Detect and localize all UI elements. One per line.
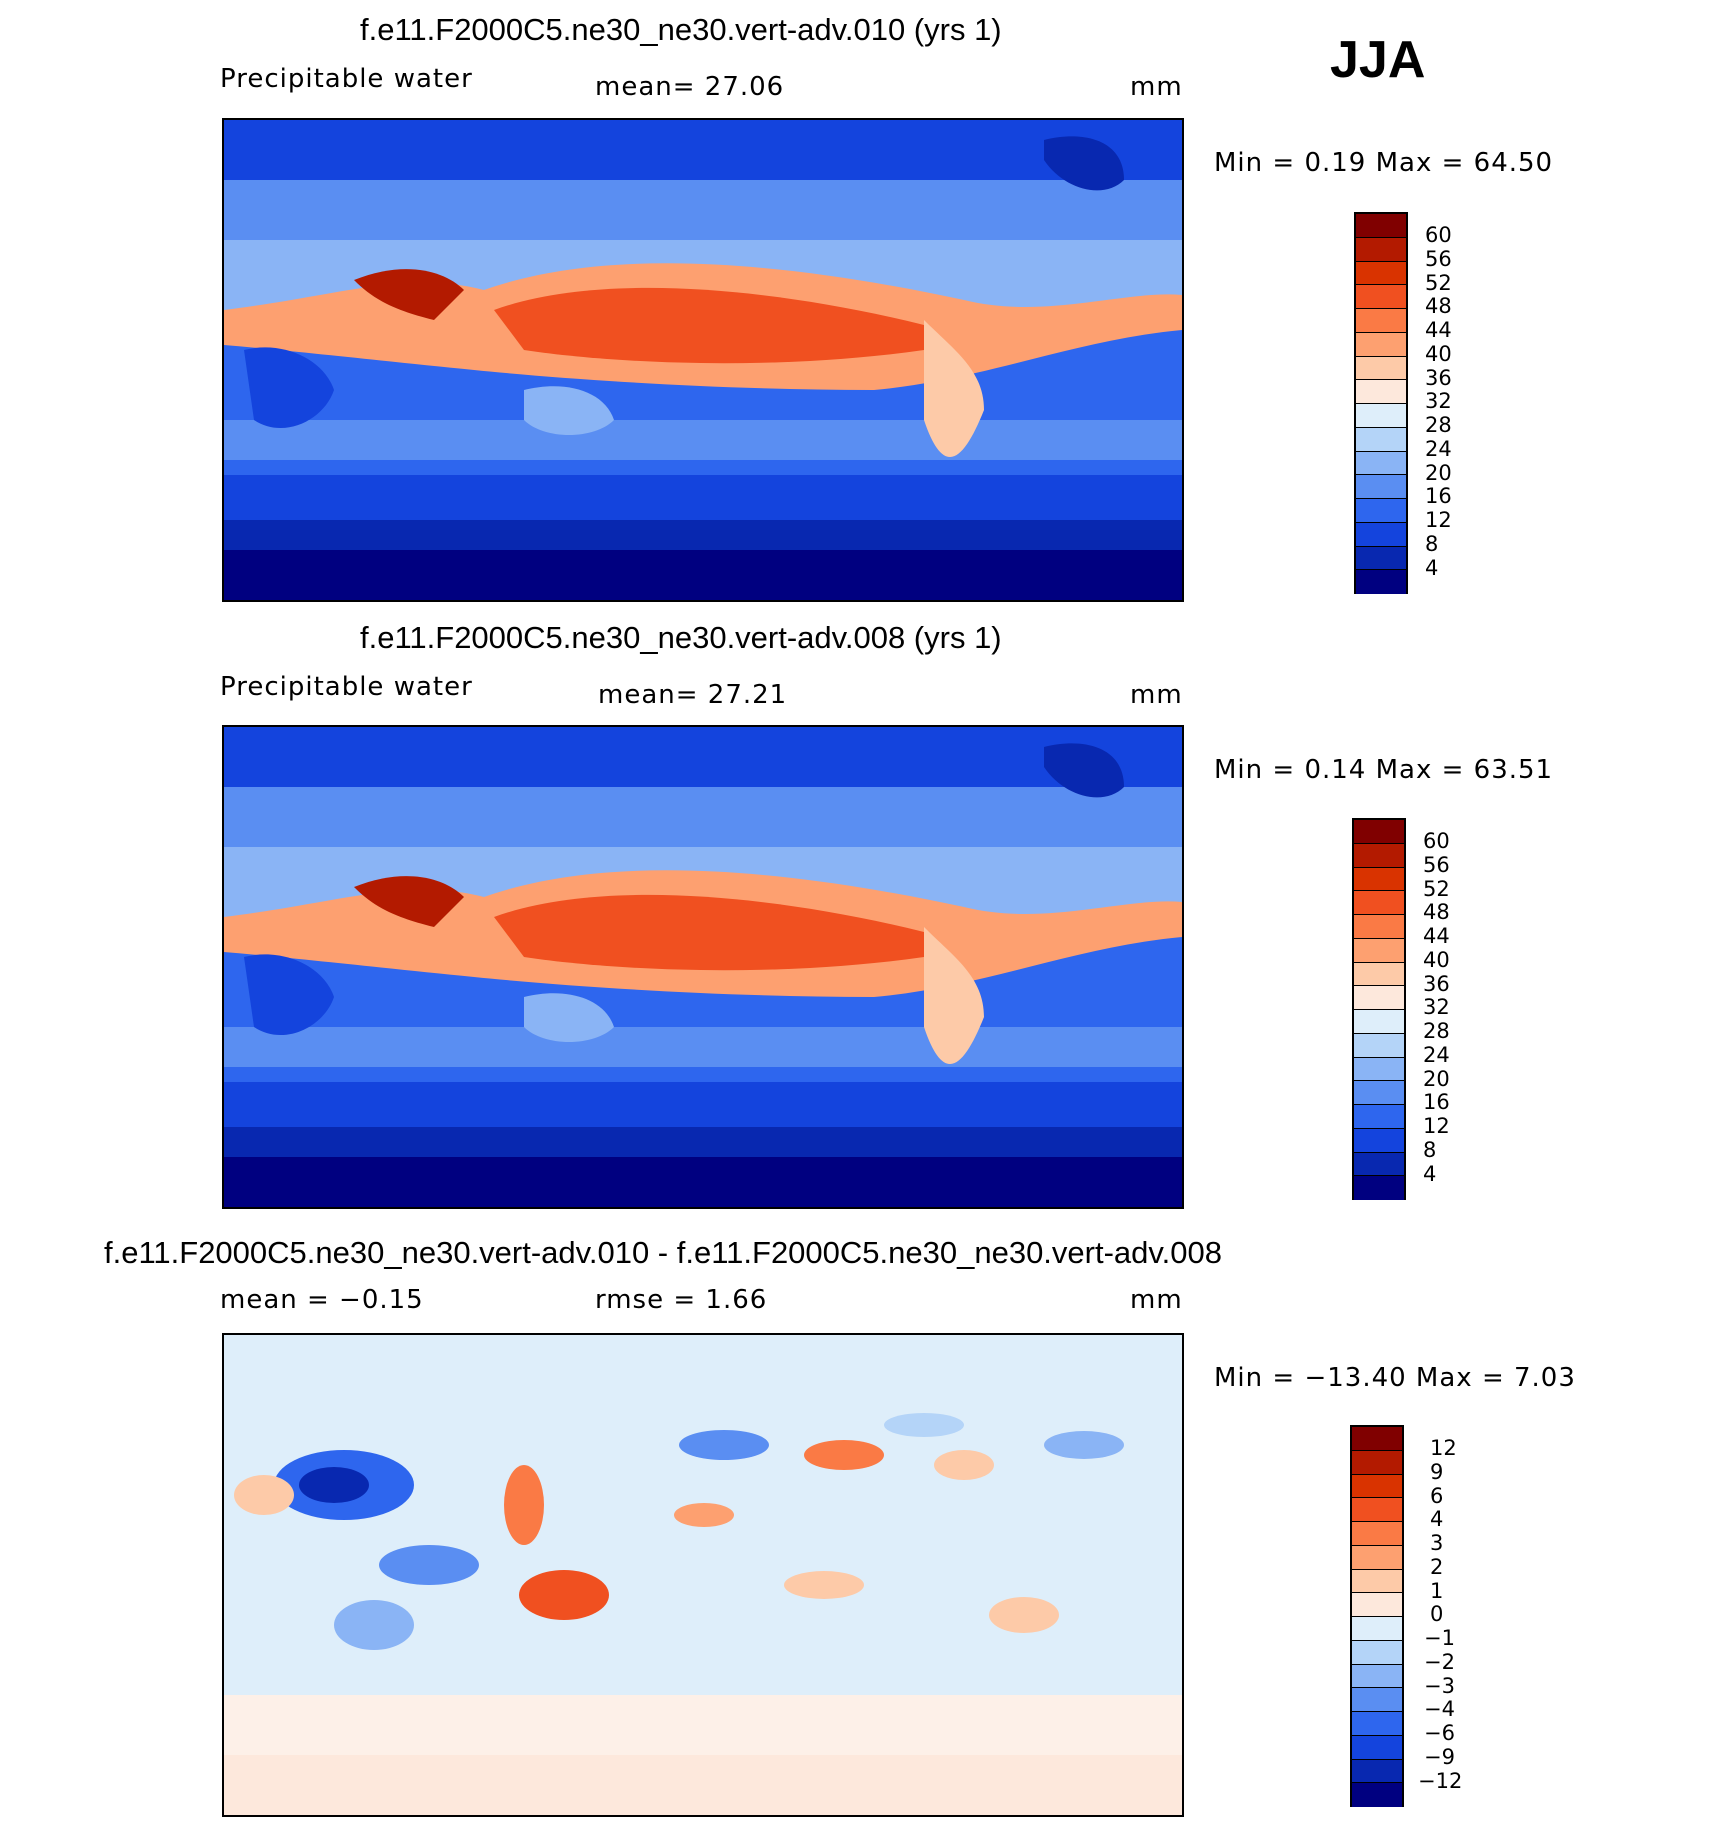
- panel-3-tick: 4: [1430, 1507, 1444, 1531]
- panel-1-variable: Precipitable water: [220, 64, 473, 94]
- panel-3-tick: −6: [1424, 1721, 1455, 1745]
- panel-3-map: [222, 1333, 1184, 1817]
- panel-2-tick: 56: [1423, 853, 1450, 877]
- panel-2-colorbar: [1352, 818, 1406, 1200]
- panel-1-minmax: Min = 0.19 Max = 64.50: [1214, 148, 1554, 178]
- panel-1-tick: 52: [1425, 271, 1452, 295]
- panel-2-tick: 48: [1423, 900, 1450, 924]
- panel-2-tick: 60: [1423, 829, 1450, 853]
- panel-3-tick: 0: [1430, 1602, 1444, 1626]
- panel-3-units: mm: [1130, 1285, 1183, 1315]
- panel-1-tick: 56: [1425, 247, 1452, 271]
- panel-3-tick: −1: [1424, 1626, 1455, 1650]
- panel-2-tick: 8: [1423, 1138, 1437, 1162]
- panel-3-rmse: rmse = 1.66: [595, 1285, 768, 1315]
- panel-1-tick: 48: [1425, 294, 1452, 318]
- panel-2-tick: 24: [1423, 1043, 1450, 1067]
- panel-1-tick: 20: [1425, 461, 1452, 485]
- panel-1-title: f.e11.F2000C5.ne30_ne30.vert-adv.010 (yr…: [360, 12, 1002, 47]
- panel-2-tick: 4: [1423, 1162, 1437, 1186]
- panel-3-tick: −9: [1424, 1745, 1455, 1769]
- panel-3-tick: 12: [1430, 1436, 1457, 1460]
- panel-1-units: mm: [1130, 72, 1183, 102]
- panel-1-map: [222, 118, 1184, 602]
- panel-3-tick: 3: [1430, 1531, 1444, 1555]
- panel-1-tick: 44: [1425, 318, 1452, 342]
- panel-2-variable: Precipitable water: [220, 672, 473, 702]
- panel-2-tick: 16: [1423, 1090, 1450, 1114]
- panel-3-mean: mean = −0.15: [220, 1285, 424, 1315]
- panel-1-tick: 40: [1425, 342, 1452, 366]
- panel-1-tick: 4: [1425, 556, 1439, 580]
- panel-2-mean: mean= 27.21: [598, 680, 788, 710]
- panel-2-tick: 40: [1423, 948, 1450, 972]
- panel-2-tick: 52: [1423, 877, 1450, 901]
- panel-3-tick: 1: [1430, 1579, 1444, 1603]
- panel-2-tick: 32: [1423, 995, 1450, 1019]
- panel-2-tick: 44: [1423, 924, 1450, 948]
- panel-1-tick: 24: [1425, 437, 1452, 461]
- panel-1-tick: 36: [1425, 366, 1452, 390]
- panel-3-minmax: Min = −13.40 Max = 7.03: [1214, 1363, 1576, 1393]
- panel-3-tick: 6: [1430, 1484, 1444, 1508]
- panel-2-tick: 28: [1423, 1019, 1450, 1043]
- panel-1-tick: 16: [1425, 484, 1452, 508]
- panel-2-tick: 36: [1423, 972, 1450, 996]
- panel-3-tick: −12: [1418, 1769, 1463, 1793]
- panel-2-tick: 20: [1423, 1067, 1450, 1091]
- season-label: JJA: [1330, 31, 1426, 89]
- panel-1-tick: 60: [1425, 223, 1452, 247]
- panel-3-colorbar: [1350, 1425, 1404, 1807]
- panel-1-tick: 12: [1425, 508, 1452, 532]
- panel-2-minmax: Min = 0.14 Max = 63.51: [1214, 755, 1554, 785]
- panel-3-tick: 2: [1430, 1555, 1444, 1579]
- panel-3-title: f.e11.F2000C5.ne30_ne30.vert-adv.010 - f…: [104, 1235, 1222, 1270]
- panel-2-tick: 12: [1423, 1114, 1450, 1138]
- panel-1-tick: 32: [1425, 389, 1452, 413]
- panel-3-tick: −2: [1424, 1650, 1455, 1674]
- panel-1-mean: mean= 27.06: [595, 72, 785, 102]
- panel-3-tick: 9: [1430, 1460, 1444, 1484]
- panel-2-units: mm: [1130, 680, 1183, 710]
- panel-1-colorbar: [1354, 212, 1408, 594]
- panel-3-tick: −4: [1424, 1697, 1455, 1721]
- panel-1-tick: 28: [1425, 413, 1452, 437]
- panel-3-tick: −3: [1424, 1674, 1455, 1698]
- panel-2-map: [222, 725, 1184, 1209]
- panel-1-tick: 8: [1425, 532, 1439, 556]
- panel-2-title: f.e11.F2000C5.ne30_ne30.vert-adv.008 (yr…: [360, 620, 1002, 655]
